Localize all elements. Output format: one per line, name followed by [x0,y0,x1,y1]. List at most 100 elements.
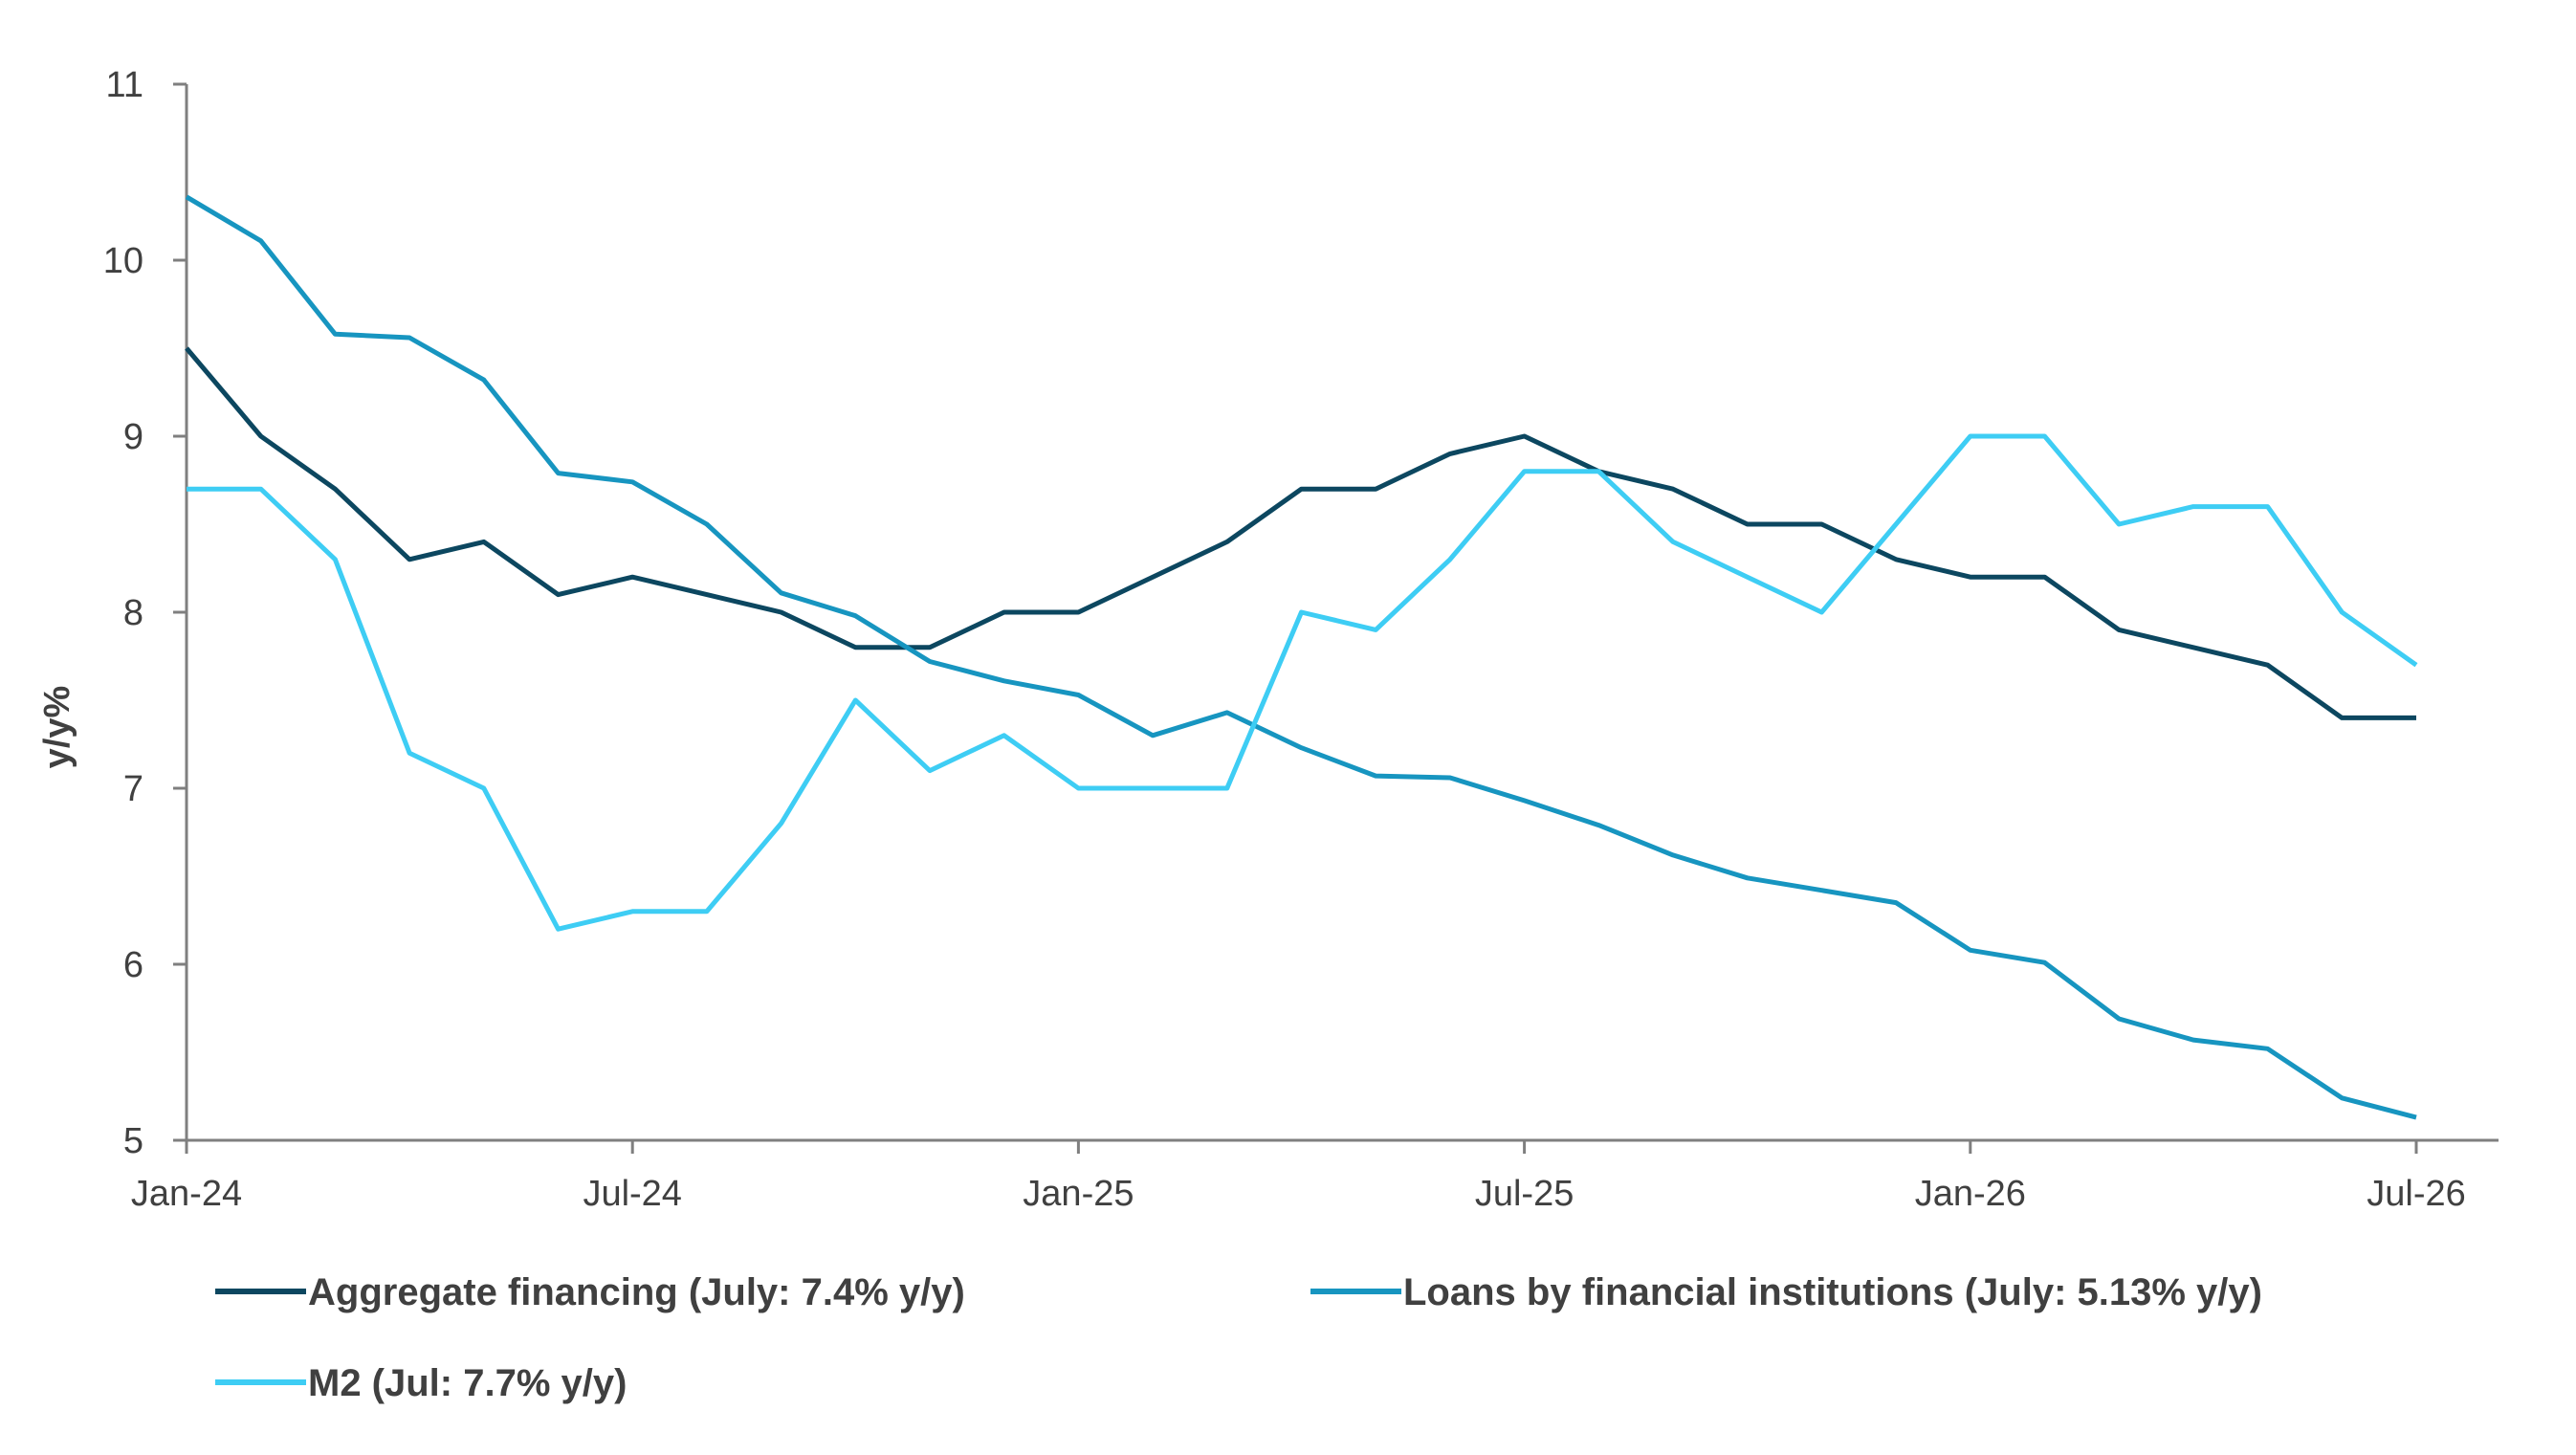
x-tick-label: Jul-25 [1475,1174,1574,1214]
data-point [257,237,265,245]
data-point [703,908,711,915]
series-3 [183,432,2418,933]
data-point [555,470,562,477]
data-point [1446,774,1454,782]
y-tick-label: 6 [123,945,143,985]
data-point [2115,626,2123,633]
data-point [183,344,190,352]
data-point [1892,520,1900,528]
y-tick-label: 9 [123,417,143,457]
data-point [1149,573,1156,581]
data-point [480,538,488,545]
data-point [1744,520,1751,528]
data-point [1149,732,1156,739]
data-point [1074,784,1082,792]
data-point [1817,608,1825,616]
data-point [1001,608,1008,616]
data-point [851,696,859,704]
data-point [2115,1015,2123,1023]
data-point [2190,503,2197,511]
chart-series [183,193,2420,1121]
series-1 [183,344,2416,721]
y-tick-label: 11 [106,65,143,105]
data-point [2041,959,2049,966]
x-tick-label: Jul-24 [583,1174,682,1214]
x-axis-ticks: Jan-24 Jul-24 Jan-25 Jul-25 Jan-26 Jul-26 [131,1140,2466,1214]
data-point [2115,520,2123,528]
data-point [1595,822,1602,829]
data-point [628,478,636,486]
data-point [1372,772,1379,780]
series-line [185,194,2417,1120]
data-point [1817,887,1825,894]
data-point [183,485,190,493]
data-point [1372,626,1379,633]
data-point [628,908,636,915]
data-point [1446,450,1454,457]
data-point [555,925,562,933]
data-point [1298,608,1306,616]
data-point [1744,573,1751,581]
y-tick-label: 5 [123,1121,143,1161]
legend-item: Aggregate financing (July: 7.4% y/y) [215,1271,965,1313]
data-point [2338,608,2345,616]
data-point [1074,691,1082,698]
data-point [1744,874,1751,882]
x-tick-label: Jan-24 [131,1174,242,1214]
data-point [1967,432,1974,440]
data-point [778,589,785,597]
data-point [1595,468,1602,475]
data-point [2190,644,2197,651]
data-point [926,658,934,666]
series-line [187,433,2418,932]
data-point [406,749,413,757]
data-point [926,767,934,775]
data-point [2412,1113,2420,1121]
data-point [1967,946,1974,954]
data-point [1149,784,1156,792]
data-point [1223,784,1231,792]
data-point [1521,432,1529,440]
data-point [703,520,711,528]
data-point [2264,661,2272,669]
data-point [2264,1045,2272,1052]
data-point [926,644,934,651]
data-point [628,573,636,581]
data-point [1892,556,1900,563]
data-point [480,376,488,384]
data-point [1669,538,1677,545]
data-point [331,330,339,338]
data-point [851,612,859,620]
data-point [480,784,488,792]
y-axis-ticks: 5 6 7 8 9 10 11 [103,65,187,1161]
data-point [2041,432,2049,440]
data-point [778,608,785,616]
data-point [1817,520,1825,528]
data-point [1298,744,1306,752]
data-point [331,485,339,493]
x-tick-label: Jan-25 [1023,1174,1134,1214]
data-point [257,485,265,493]
legend-item: Loans by financial institutions (July: 5… [1310,1271,2262,1313]
series-line [185,346,2416,720]
data-point [2338,714,2345,721]
legend-label: M2 (Jul: 7.7% y/y) [308,1362,627,1404]
legend-item: M2 (Jul: 7.7% y/y) [215,1362,627,1404]
chart-axes [185,84,2499,1142]
data-point [1892,899,1900,907]
data-point [1001,677,1008,685]
data-point [1074,608,1082,616]
data-point [1298,485,1306,493]
x-tick-label: Jul-26 [2367,1174,2466,1214]
data-point [778,820,785,827]
data-point [1669,851,1677,859]
data-point [1372,485,1379,493]
data-point [703,591,711,599]
data-point [1669,485,1677,493]
legend-label: Aggregate financing (July: 7.4% y/y) [308,1271,965,1313]
data-point [406,334,413,342]
data-point [1521,468,1529,475]
data-point [1223,709,1231,716]
data-point [331,556,339,563]
data-point [183,193,190,201]
